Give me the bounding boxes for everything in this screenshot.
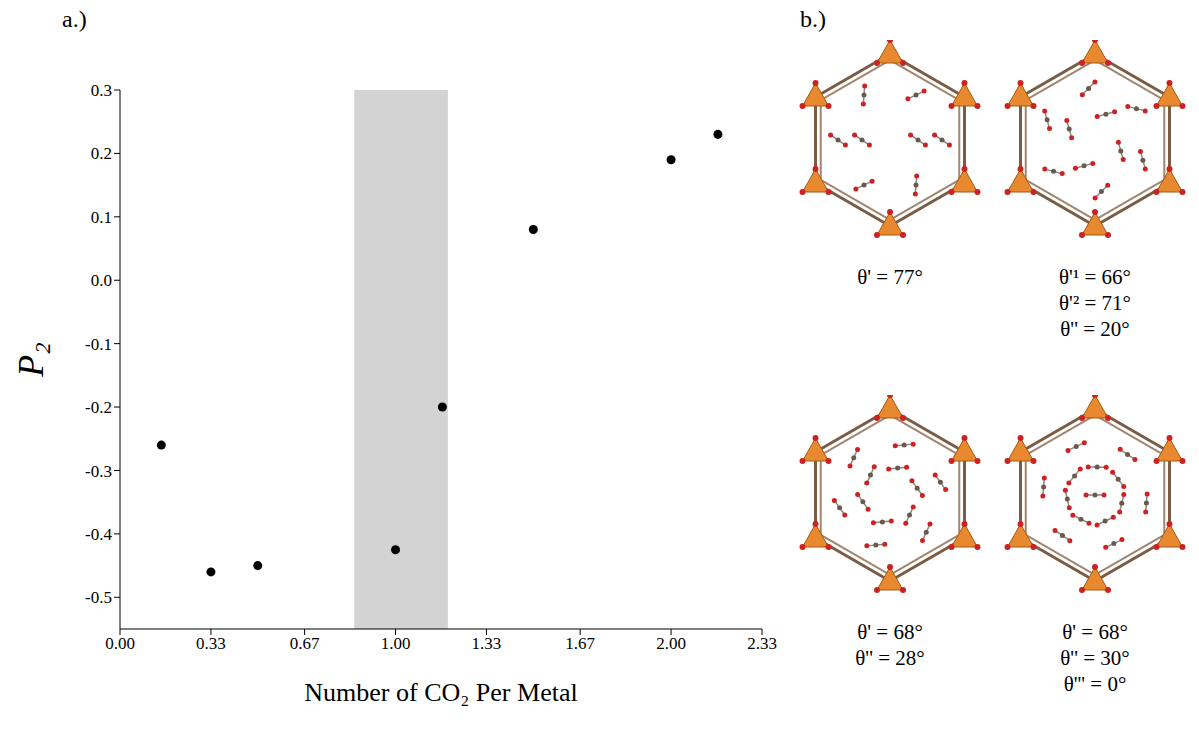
svg-text:2.33: 2.33 — [747, 634, 777, 653]
svg-text:-0.3: -0.3 — [85, 462, 112, 481]
svg-text:1.00: 1.00 — [381, 634, 411, 653]
svg-text:-0.5: -0.5 — [85, 588, 112, 607]
svg-text:0.67: 0.67 — [290, 634, 320, 653]
svg-text:P₂: P₂ — [11, 342, 51, 378]
html-text:θ'' = 20°: θ'' = 20° — [1060, 317, 1130, 341]
html-text:θ'² = 71°: θ'² = 71° — [1059, 291, 1131, 315]
html-text:θ'' = 28°: θ'' = 28° — [855, 646, 925, 670]
html-text:θ' = 77°: θ' = 77° — [857, 265, 923, 289]
svg-text:0.2: 0.2 — [91, 144, 112, 163]
html-text:θ''' = 0°: θ''' = 0° — [1063, 672, 1127, 696]
svg-text:Number of CO₂ Per Metal: Number of CO₂ Per Metal — [304, 678, 577, 707]
html-text:θ' = 68°: θ' = 68° — [857, 620, 923, 644]
svg-text:1.67: 1.67 — [565, 634, 595, 653]
html-text:θ'' = 30°: θ'' = 30° — [1060, 646, 1130, 670]
svg-text:-0.4: -0.4 — [85, 525, 112, 544]
svg-text:0.1: 0.1 — [91, 208, 112, 227]
svg-text:-0.2: -0.2 — [85, 398, 112, 417]
svg-text:0.33: 0.33 — [196, 634, 226, 653]
svg-text:2.00: 2.00 — [656, 634, 686, 653]
svg-text:0.0: 0.0 — [91, 271, 112, 290]
html-text:b.): b.) — [800, 6, 826, 32]
svg-text:-0.1: -0.1 — [85, 335, 112, 354]
svg-text:0.3: 0.3 — [91, 81, 112, 100]
html-text:θ'¹ = 66°: θ'¹ = 66° — [1059, 265, 1131, 289]
html-text:a.): a.) — [62, 6, 87, 32]
html-text:θ' = 68°: θ' = 68° — [1062, 620, 1128, 644]
svg-text:0.00: 0.00 — [105, 634, 135, 653]
svg-text:1.33: 1.33 — [472, 634, 502, 653]
